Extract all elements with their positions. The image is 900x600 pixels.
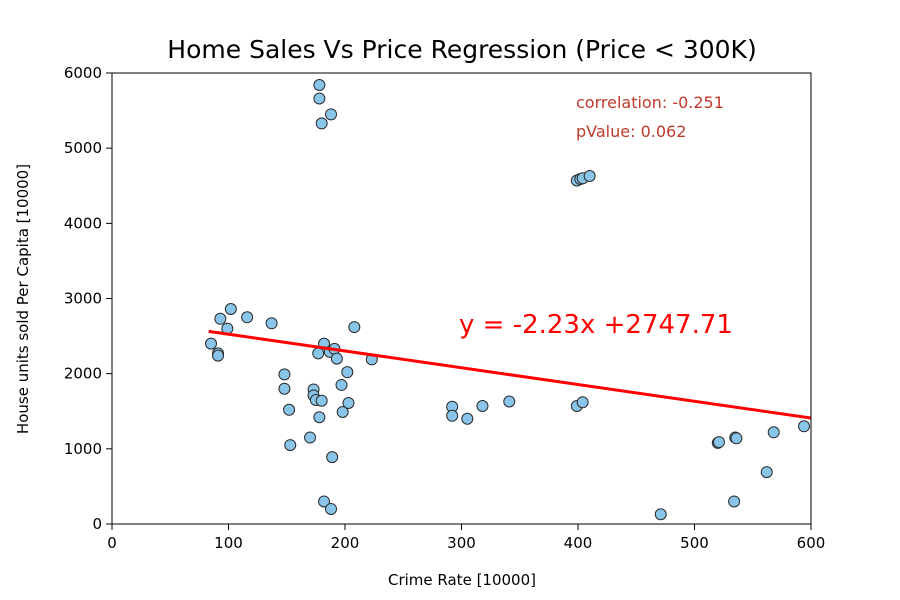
x-tick-label: 300 bbox=[447, 534, 476, 552]
plot-frame bbox=[111, 72, 812, 525]
data-point bbox=[224, 303, 237, 316]
plot-area: 0 100 200 300 400 500 600010002000300040005000… bbox=[64, 64, 826, 552]
data-point bbox=[341, 366, 354, 379]
data-point bbox=[348, 321, 361, 334]
data-point bbox=[583, 169, 596, 182]
data-point bbox=[767, 426, 780, 439]
y-tick-label: 2000 bbox=[64, 365, 102, 383]
data-point bbox=[446, 409, 459, 422]
y-axis-label: House units sold Per Capita [10000] bbox=[14, 164, 32, 434]
data-point bbox=[342, 396, 355, 409]
y-tick-label: 1000 bbox=[64, 440, 102, 458]
data-point bbox=[265, 317, 278, 330]
x-tick-label: 100 bbox=[214, 534, 243, 552]
data-point bbox=[728, 495, 741, 508]
data-point bbox=[278, 382, 291, 395]
regression-line bbox=[208, 329, 811, 420]
data-point bbox=[461, 412, 474, 425]
data-point bbox=[304, 431, 317, 444]
data-point bbox=[318, 495, 331, 508]
data-point bbox=[336, 406, 349, 419]
x-axis-label: Crime Rate [10000] bbox=[388, 571, 536, 589]
y-tick-label: 6000 bbox=[64, 64, 102, 82]
y-tick-label: 0 bbox=[92, 515, 102, 533]
data-point bbox=[313, 79, 326, 92]
data-point bbox=[326, 451, 339, 464]
regression-equation: y = -2.23x +2747.71 bbox=[459, 310, 733, 340]
x-tick-label: 200 bbox=[331, 534, 360, 552]
data-point bbox=[798, 420, 811, 433]
data-point bbox=[325, 108, 338, 121]
data-point bbox=[284, 439, 297, 452]
y-tick-label: 4000 bbox=[64, 214, 102, 232]
correlation-annotation: correlation: -0.251 bbox=[576, 93, 724, 112]
x-tick-label: 500 bbox=[680, 534, 709, 552]
x-tick-label: 400 bbox=[564, 534, 593, 552]
data-point bbox=[476, 399, 489, 412]
data-point bbox=[214, 312, 227, 325]
y-tick-label: 3000 bbox=[64, 290, 102, 308]
data-point bbox=[325, 502, 338, 515]
data-point bbox=[283, 403, 296, 416]
data-point bbox=[205, 337, 218, 350]
data-point bbox=[503, 395, 516, 408]
x-tick-label: 0 bbox=[107, 534, 117, 552]
data-point bbox=[312, 347, 325, 360]
data-point bbox=[760, 466, 773, 479]
data-point bbox=[576, 396, 589, 409]
data-point bbox=[313, 411, 326, 424]
data-point bbox=[730, 432, 743, 445]
data-point bbox=[241, 311, 254, 324]
chart-title: Home Sales Vs Price Regression (Price < … bbox=[167, 35, 756, 64]
data-point bbox=[212, 349, 225, 362]
data-point bbox=[654, 508, 667, 521]
x-tick-label: 600 bbox=[797, 534, 826, 552]
pvalue-annotation: pValue: 0.062 bbox=[576, 122, 686, 141]
data-point bbox=[313, 92, 326, 105]
y-tick-label: 5000 bbox=[64, 139, 102, 157]
data-point bbox=[278, 368, 291, 381]
data-point bbox=[315, 117, 328, 130]
data-point bbox=[315, 394, 328, 407]
data-point bbox=[330, 352, 343, 365]
data-point bbox=[712, 436, 725, 449]
data-point bbox=[335, 378, 348, 391]
